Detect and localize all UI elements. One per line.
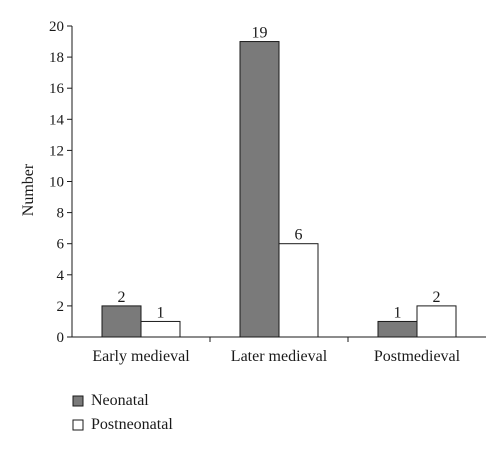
bar-neonatal-2: [239, 41, 280, 338]
y-tick-label: 10: [49, 175, 64, 191]
data-label: 2: [433, 289, 441, 306]
bar-postneonatal-2: [278, 243, 319, 338]
y-tick-label: 8: [57, 206, 65, 222]
bar-postneonatal-1: [140, 320, 181, 338]
bar-neonatal-3: [377, 320, 418, 338]
y-tick-label: 16: [49, 81, 65, 97]
legend-swatch-postneonatal: [72, 419, 84, 431]
y-axis-title: Number: [20, 163, 37, 216]
x-category-label: Early medieval: [92, 348, 190, 365]
y-tick-label: 20: [49, 19, 64, 35]
y-tick-label: 2: [57, 299, 65, 315]
data-label: 2: [118, 289, 126, 306]
legend-swatch-neonatal: [72, 395, 84, 407]
x-axis: Early medieval Later medieval Postmedieval: [72, 336, 486, 365]
legend-label-postneonatal: Postneonatal: [91, 416, 173, 433]
y-tick-label: 4: [57, 268, 65, 284]
bars: [101, 41, 457, 338]
bar-postneonatal-3: [416, 305, 457, 338]
y-tick-label: 18: [49, 50, 64, 66]
y-tick-label: 0: [57, 330, 65, 346]
data-label: 1: [157, 304, 165, 321]
bar-neonatal-1: [101, 305, 142, 338]
data-label: 19: [252, 25, 268, 42]
y-tick-label: 14: [49, 112, 65, 128]
x-category-label: Later medieval: [231, 348, 328, 365]
x-category-label: Postmedieval: [374, 348, 461, 365]
data-label: 6: [295, 227, 303, 244]
y-tick-label: 6: [57, 237, 65, 253]
legend-label-neonatal: Neonatal: [91, 392, 149, 409]
y-tick-label: 12: [49, 143, 64, 159]
y-axis: 0 2 4 6 8 10 12 14 16 18 20: [49, 19, 73, 346]
legend: Neonatal Postneonatal: [72, 392, 173, 433]
data-labels: 2 1 19 6 1 2: [118, 25, 441, 322]
data-label: 1: [394, 304, 402, 321]
